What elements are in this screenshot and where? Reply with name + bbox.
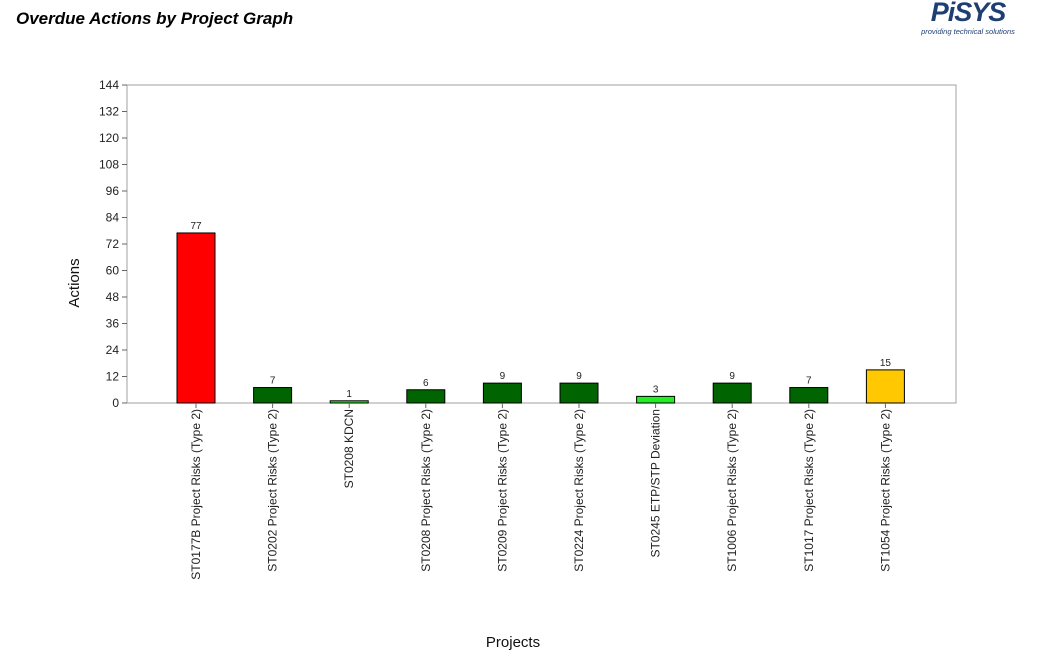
x-category-label: ST0208 KDCN [342, 409, 356, 488]
pisys-logo: PiSYS providing technical solutions [912, 0, 1024, 40]
x-category-label: ST0202 Project Risks (Type 2) [266, 409, 280, 572]
bar-value-label: 9 [500, 371, 506, 382]
x-category-label: ST0177B Project Risks (Type 2) [189, 409, 203, 580]
bar-value-label: 15 [880, 358, 892, 369]
x-axis: ST0177B Project Risks (Type 2) ST0202 Pro… [189, 403, 892, 580]
bar[interactable] [865, 369, 905, 404]
y-tick-label: 36 [106, 317, 120, 331]
bar[interactable] [329, 400, 369, 404]
y-tick-label: 84 [106, 211, 120, 225]
x-category-label: ST0208 Project Risks (Type 2) [419, 409, 433, 572]
plot-area [126, 84, 957, 404]
logo-tagline: providing technical solutions [921, 27, 1015, 36]
y-axis: 0 12 24 36 48 60 72 84 96 108 120 132 144 [99, 78, 127, 410]
bar[interactable] [712, 382, 752, 404]
x-category-label: ST1006 Project Risks (Type 2) [725, 409, 739, 572]
bar[interactable] [559, 382, 599, 404]
y-tick-label: 120 [99, 131, 119, 145]
bar[interactable] [636, 395, 676, 404]
bar-value-label: 6 [423, 378, 429, 389]
bar-value-label: 7 [806, 376, 812, 387]
y-tick-label: 108 [99, 158, 119, 172]
y-tick-label: 72 [106, 237, 120, 251]
bar-value-label: 3 [653, 384, 659, 395]
bar-value-label: 9 [576, 371, 582, 382]
bar-value-label: 7 [270, 376, 276, 387]
y-tick-label: 0 [112, 396, 119, 410]
bar-value-label: 77 [190, 221, 202, 232]
bar[interactable] [789, 387, 829, 404]
x-category-label: ST1054 Project Risks (Type 2) [878, 409, 892, 572]
y-tick-label: 144 [99, 78, 119, 92]
x-axis-title: Projects [486, 634, 540, 651]
bar[interactable] [406, 389, 446, 404]
bar-value-label: 9 [729, 371, 735, 382]
y-tick-label: 12 [106, 370, 120, 384]
y-tick-label: 48 [106, 290, 120, 304]
bar[interactable] [482, 382, 522, 404]
logo-wordmark: PiSYS [930, 0, 1007, 27]
x-category-label: ST0224 Project Risks (Type 2) [572, 409, 586, 572]
y-tick-label: 96 [106, 184, 120, 198]
y-tick-label: 60 [106, 264, 120, 278]
bar[interactable] [176, 232, 216, 404]
y-tick-label: 24 [106, 343, 120, 357]
y-tick-label: 132 [99, 105, 119, 119]
y-axis-title: Actions [66, 258, 83, 307]
x-category-label: ST0209 Project Risks (Type 2) [495, 409, 509, 572]
bar[interactable] [253, 387, 293, 404]
bar-value-label: 1 [346, 389, 352, 400]
x-category-label: ST0245 ETP/STP Deviation [649, 409, 663, 558]
page-title: Overdue Actions by Project Graph [16, 9, 294, 28]
x-category-label: ST1017 Project Risks (Type 2) [802, 409, 816, 572]
